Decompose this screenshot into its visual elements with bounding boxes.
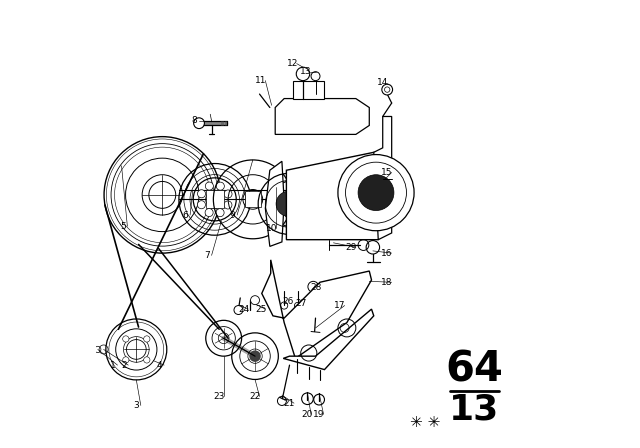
Text: 3: 3 (134, 401, 139, 410)
Circle shape (224, 190, 232, 198)
Text: 14: 14 (377, 78, 388, 87)
Polygon shape (371, 161, 380, 224)
Circle shape (224, 201, 232, 209)
Text: 16: 16 (381, 249, 393, 258)
Text: 25: 25 (255, 305, 266, 314)
Circle shape (276, 191, 301, 216)
Text: 10: 10 (266, 224, 277, 233)
Text: 2: 2 (121, 361, 127, 370)
Text: 24: 24 (238, 305, 250, 314)
Text: 26: 26 (282, 297, 293, 306)
Polygon shape (244, 191, 261, 207)
Circle shape (143, 336, 150, 342)
Text: 20: 20 (301, 410, 312, 419)
Polygon shape (284, 309, 374, 370)
Circle shape (143, 357, 150, 363)
Polygon shape (262, 260, 371, 358)
Circle shape (216, 209, 224, 217)
Text: 17: 17 (335, 301, 346, 310)
Text: 15: 15 (381, 168, 393, 177)
Circle shape (194, 118, 204, 129)
Text: 28: 28 (311, 283, 322, 292)
Polygon shape (287, 152, 383, 240)
Circle shape (205, 208, 213, 216)
Circle shape (123, 357, 129, 363)
Text: 21: 21 (284, 399, 295, 408)
Circle shape (250, 350, 260, 362)
Text: 22: 22 (250, 392, 260, 401)
Polygon shape (206, 190, 224, 208)
Circle shape (296, 67, 310, 81)
Text: 13: 13 (449, 393, 500, 427)
Text: 9: 9 (230, 211, 236, 220)
Circle shape (382, 84, 392, 95)
Text: 11: 11 (255, 76, 267, 85)
Text: 27: 27 (296, 299, 307, 308)
Circle shape (308, 281, 319, 292)
Text: 18: 18 (381, 278, 393, 287)
Circle shape (251, 296, 260, 305)
Polygon shape (275, 99, 369, 134)
Text: 1: 1 (110, 361, 116, 370)
Polygon shape (374, 116, 392, 240)
Text: 7: 7 (204, 251, 210, 260)
Circle shape (123, 336, 129, 342)
Text: 6: 6 (183, 211, 188, 220)
Circle shape (358, 175, 394, 211)
Polygon shape (266, 161, 284, 246)
Circle shape (338, 155, 414, 231)
Circle shape (216, 182, 225, 190)
Text: ✳ ✳: ✳ ✳ (410, 414, 440, 430)
Polygon shape (275, 184, 287, 217)
Text: 13: 13 (300, 67, 312, 76)
Text: 5: 5 (120, 222, 125, 231)
Polygon shape (293, 81, 324, 99)
Circle shape (198, 190, 205, 198)
Circle shape (197, 201, 205, 209)
Text: 29: 29 (346, 243, 357, 252)
Text: 64: 64 (445, 349, 504, 391)
Circle shape (205, 182, 213, 190)
Text: 8: 8 (192, 116, 197, 125)
Text: 12: 12 (287, 59, 298, 68)
Text: 23: 23 (214, 392, 225, 401)
Text: 19: 19 (314, 410, 325, 419)
Text: 4: 4 (157, 361, 163, 370)
Circle shape (234, 306, 243, 314)
